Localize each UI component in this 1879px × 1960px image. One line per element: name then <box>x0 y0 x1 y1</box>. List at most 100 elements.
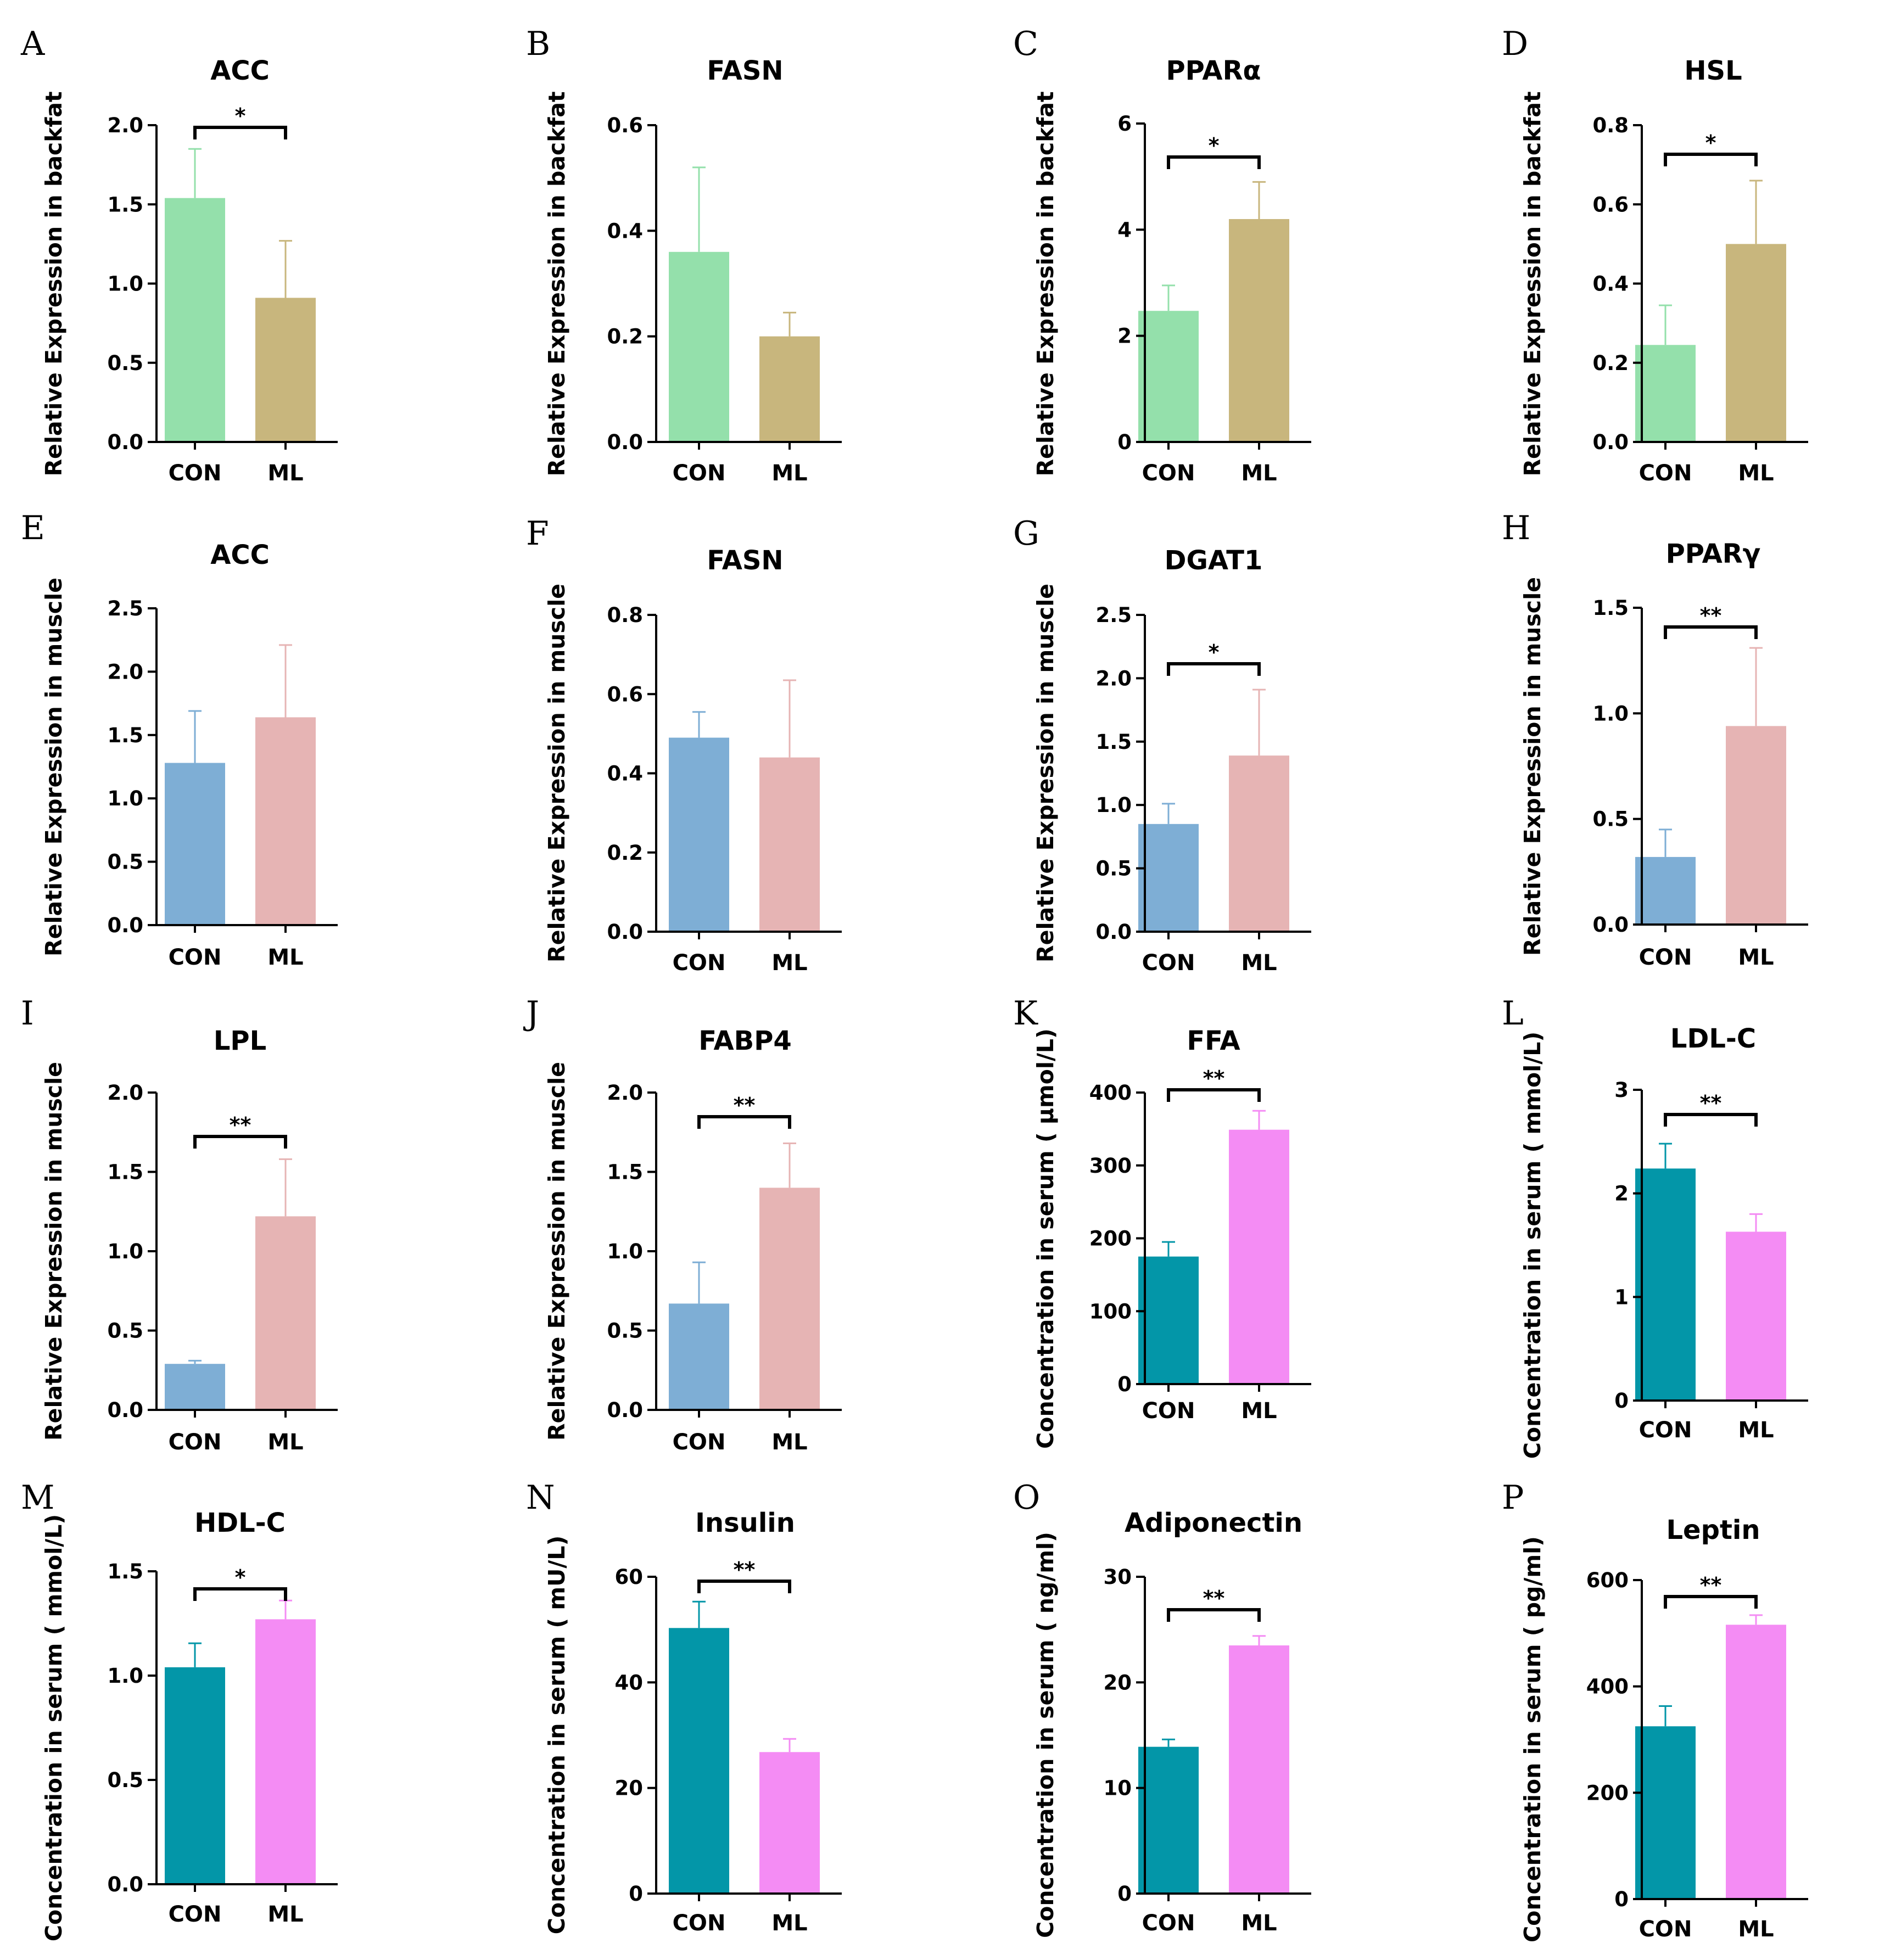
panel-letter-b: B <box>526 25 550 63</box>
y-tick-label-k: 100 <box>1089 1300 1132 1323</box>
panel-letter-m: M <box>21 1479 54 1517</box>
y-tick-label-e: 0.0 <box>107 914 143 937</box>
y-axis-label-k: Concentration in serum ( μmol/L) <box>1032 1028 1059 1449</box>
y-tick-label-n: 20 <box>615 1777 644 1800</box>
x-tick-label-f-con: CON <box>673 950 726 976</box>
y-tick-label-f: 0.6 <box>607 682 643 706</box>
y-tick-label-k: 400 <box>1089 1081 1132 1105</box>
x-tick-label-d-ml: ML <box>1738 461 1774 486</box>
y-tick-label-j: 2.0 <box>607 1081 643 1105</box>
x-tick-label-k-ml: ML <box>1241 1398 1277 1424</box>
y-tick-label-b: 0.2 <box>607 325 643 349</box>
bar-p-con <box>1635 1726 1696 1899</box>
bar-j-ml <box>759 1188 820 1410</box>
y-tick-label-e: 0.5 <box>107 850 143 874</box>
y-tick-label-h: 0.5 <box>1592 808 1629 831</box>
bar-b-con <box>669 251 729 442</box>
y-tick-label-h: 1.0 <box>1592 702 1629 725</box>
y-axis-label-e: Relative Expression in muscle <box>41 578 67 956</box>
y-tick-label-b: 0.6 <box>607 114 643 137</box>
panel-letter-j: J <box>523 994 539 1033</box>
bar-m-con <box>165 1667 225 1884</box>
significance-bracket-l <box>1664 1113 1758 1127</box>
y-tick-label-d: 0.8 <box>1592 114 1629 137</box>
y-tick-label-g: 1.0 <box>1095 793 1132 817</box>
significance-label-a: * <box>235 104 246 128</box>
y-tick-label-o: 0 <box>1117 1882 1132 1906</box>
y-tick-label-j: 0.0 <box>607 1398 643 1422</box>
y-tick-label-h: 1.5 <box>1592 596 1629 620</box>
chart-title-i: LPL <box>214 1026 266 1056</box>
y-axis-label-c: Relative Expression in backfat <box>1032 91 1059 476</box>
y-tick-label-n: 40 <box>615 1671 644 1694</box>
y-axis-label-j: Relative Expression in muscle <box>544 1062 570 1441</box>
y-tick-label-m: 0.5 <box>107 1768 143 1792</box>
y-tick-label-i: 0.5 <box>107 1319 143 1343</box>
y-tick-label-f: 0.8 <box>607 603 643 627</box>
y-tick-label-f: 0.4 <box>607 762 643 786</box>
x-tick-label-e-ml: ML <box>267 945 303 970</box>
y-tick-label-o: 30 <box>1104 1565 1132 1589</box>
x-tick-label-h-ml: ML <box>1738 945 1774 970</box>
bar-d-ml <box>1726 244 1786 442</box>
y-tick-label-c: 0 <box>1117 430 1132 454</box>
y-tick-label-a: 1.0 <box>107 272 143 296</box>
significance-bracket-j <box>697 1115 791 1129</box>
bar-d-con <box>1635 345 1696 442</box>
x-tick-label-e-con: CON <box>169 945 222 970</box>
bar-o-con <box>1138 1746 1199 1894</box>
y-tick-label-p: 600 <box>1586 1569 1629 1592</box>
chart-title-n: Insulin <box>695 1508 795 1538</box>
y-tick-label-p: 400 <box>1586 1675 1629 1699</box>
x-tick-label-d-con: CON <box>1639 461 1692 486</box>
bar-m-ml <box>255 1619 316 1884</box>
y-axis-label-a: Relative Expression in backfat <box>41 91 67 476</box>
panel-letter-f: F <box>526 514 549 553</box>
y-axis-label-n: Concentration in serum ( mU/L) <box>544 1536 570 1935</box>
y-tick-label-f: 0.0 <box>607 920 643 944</box>
chart-title-e: ACC <box>210 540 270 570</box>
significance-label-m: * <box>235 1565 246 1589</box>
significance-label-i: ** <box>230 1113 251 1137</box>
bar-g-ml <box>1229 755 1289 932</box>
y-tick-label-d: 0.2 <box>1592 351 1629 375</box>
bar-n-ml <box>759 1752 820 1894</box>
bar-j-con <box>669 1303 729 1410</box>
y-tick-label-e: 2.5 <box>107 597 143 620</box>
y-tick-label-l: 3 <box>1614 1078 1629 1102</box>
significance-bracket-g <box>1167 662 1261 676</box>
y-tick-label-o: 20 <box>1104 1671 1132 1694</box>
y-tick-label-d: 0.4 <box>1592 272 1629 296</box>
y-axis-label-g: Relative Expression in muscle <box>1032 584 1059 962</box>
chart-title-b: FASN <box>707 55 783 86</box>
significance-label-n: ** <box>734 1558 756 1582</box>
chart-title-d: HSL <box>1684 55 1742 86</box>
y-tick-label-a: 0.5 <box>107 351 143 375</box>
y-axis-label-p: Concentration in serum ( pg/ml) <box>1519 1536 1546 1942</box>
y-tick-label-e: 2.0 <box>107 660 143 684</box>
y-tick-label-d: 0.0 <box>1592 430 1629 454</box>
significance-label-k: ** <box>1203 1066 1225 1090</box>
panel-letter-c: C <box>1013 25 1038 63</box>
x-tick-label-l-ml: ML <box>1738 1418 1774 1443</box>
y-axis-label-i: Relative Expression in muscle <box>41 1062 67 1441</box>
x-tick-label-i-ml: ML <box>267 1430 303 1455</box>
y-tick-label-j: 1.0 <box>607 1240 643 1263</box>
x-tick-label-b-ml: ML <box>771 461 807 486</box>
y-tick-label-a: 1.5 <box>107 193 143 216</box>
significance-bracket-a <box>193 126 287 139</box>
bar-a-con <box>165 198 225 442</box>
panel-letter-p: P <box>1502 1479 1524 1517</box>
y-axis-label-l: Concentration in serum ( mmol/L) <box>1519 1032 1546 1459</box>
bar-a-ml <box>255 298 316 442</box>
bar-i-ml <box>255 1216 316 1410</box>
significance-label-j: ** <box>734 1093 756 1117</box>
y-tick-label-n: 0 <box>629 1882 643 1906</box>
x-tick-label-h-con: CON <box>1639 945 1692 970</box>
y-tick-label-p: 0 <box>1614 1888 1629 1911</box>
x-tick-label-g-ml: ML <box>1241 950 1277 976</box>
significance-bracket-h <box>1664 625 1758 639</box>
x-tick-label-f-ml: ML <box>771 950 807 976</box>
x-tick-label-c-ml: ML <box>1241 461 1277 486</box>
